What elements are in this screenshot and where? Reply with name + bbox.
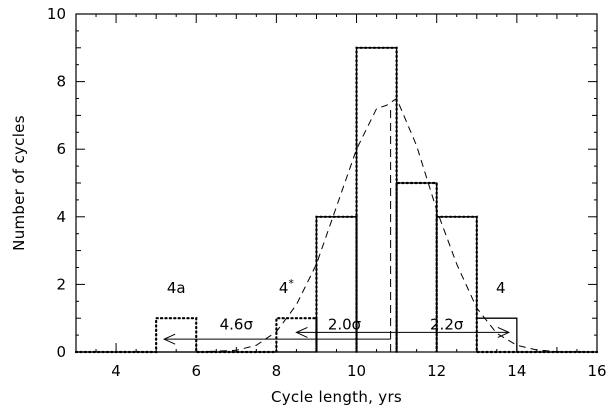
x-tick-label: 4	[111, 362, 121, 380]
x-axis-label: Cycle length, yrs	[271, 388, 402, 406]
x-tick-label: 14	[507, 362, 526, 380]
sigma-arrow-head	[497, 326, 511, 338]
cycle-label: 4	[496, 279, 506, 297]
sigma-arrow-head	[162, 333, 176, 345]
y-tick-label: 6	[56, 140, 66, 158]
x-tick-label: 16	[587, 362, 606, 380]
histogram-bin	[276, 318, 316, 352]
histogram-bin	[477, 318, 517, 352]
sigma-arrow-head	[295, 326, 308, 338]
y-axis-ticks: 0 2 4 6 8 10	[47, 5, 597, 361]
cycle-label: 4a	[167, 279, 186, 297]
x-tick-label: 8	[272, 362, 282, 380]
x-tick-label: 10	[347, 362, 366, 380]
histogram-dotted-outline	[74, 46, 599, 354]
sigma-label: 2.0σ	[328, 315, 362, 333]
histogram-bin	[156, 318, 196, 352]
sigma-label: 4.6σ	[220, 315, 254, 333]
series-layer	[74, 46, 599, 354]
y-axis-label: Number of cycles	[10, 115, 28, 251]
x-axis-ticks: 4 6 8 10 12 14 16	[75, 14, 607, 380]
cycle-label: 4*	[279, 277, 295, 297]
y-tick-label: 10	[47, 5, 66, 23]
histogram-dotted	[74, 46, 599, 354]
y-tick-label: 8	[56, 73, 66, 91]
annotation-layer: 4a 4* 4 4.6σ 2.0σ 2.2σ	[162, 105, 511, 352]
dashed-fit-curve	[76, 97, 598, 353]
sigma-label: 2.2σ	[430, 315, 464, 333]
x-tick-label: 6	[191, 362, 201, 380]
x-tick-label: 12	[427, 362, 446, 380]
y-tick-label: 0	[56, 343, 66, 361]
y-tick-label: 4	[56, 208, 66, 226]
y-tick-label: 2	[56, 275, 66, 293]
